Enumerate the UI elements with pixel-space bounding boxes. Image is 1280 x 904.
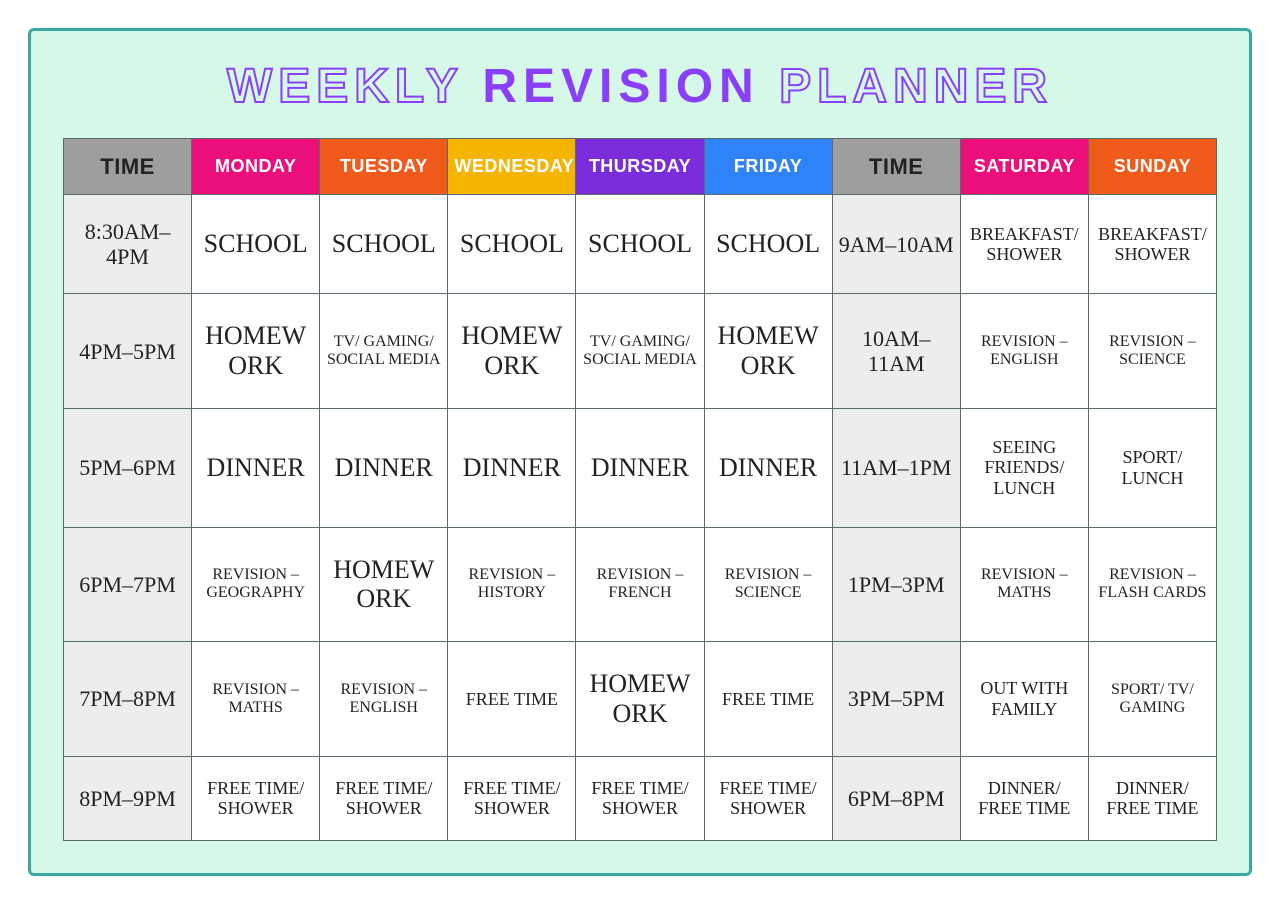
activity-cell: REVISION – ENGLISH: [320, 642, 448, 757]
activity-cell: FREE TIME/ SHOWER: [320, 756, 448, 840]
activity-cell: FREE TIME: [448, 642, 576, 757]
activity-cell: HOMEWORK: [448, 294, 576, 409]
time-cell: 6PM–8PM: [832, 756, 960, 840]
activity-cell: TV/ GAMING/ SOCIAL MEDIA: [320, 294, 448, 409]
table-row: 4PM–5PMHOMEWORKTV/ GAMING/ SOCIAL MEDIAH…: [64, 294, 1217, 409]
table-row: 6PM–7PMREVISION – GEOGRAPHYHOMEWORKREVIS…: [64, 527, 1217, 642]
col-time-b: TIME: [832, 139, 960, 195]
col-monday: MONDAY: [192, 139, 320, 195]
activity-cell: SCHOOL: [448, 195, 576, 294]
activity-cell: REVISION – MATHS: [192, 642, 320, 757]
activity-cell: REVISION – GEOGRAPHY: [192, 527, 320, 642]
activity-cell: REVISION – HISTORY: [448, 527, 576, 642]
activity-cell: DINNER: [704, 409, 832, 528]
time-cell: 11AM–1PM: [832, 409, 960, 528]
col-sunday: SUNDAY: [1088, 139, 1216, 195]
activity-cell: HOMEWORK: [576, 642, 704, 757]
page-title: WEEKLY REVISION PLANNER: [63, 59, 1217, 114]
activity-cell: FREE TIME/ SHOWER: [192, 756, 320, 840]
time-cell: 7PM–8PM: [64, 642, 192, 757]
table-row: 8PM–9PMFREE TIME/ SHOWERFREE TIME/ SHOWE…: [64, 756, 1217, 840]
time-cell: 8:30AM–4PM: [64, 195, 192, 294]
activity-cell: REVISION – FLASH CARDS: [1088, 527, 1216, 642]
planner-frame: WEEKLY REVISION PLANNER TIME MONDAY TUES…: [28, 28, 1252, 876]
header-row: TIME MONDAY TUESDAY WEDNESDAY THURSDAY F…: [64, 139, 1217, 195]
time-cell: 8PM–9PM: [64, 756, 192, 840]
activity-cell: REVISION – FRENCH: [576, 527, 704, 642]
activity-cell: DINNER: [320, 409, 448, 528]
col-thursday: THURSDAY: [576, 139, 704, 195]
activity-cell: FREE TIME/ SHOWER: [704, 756, 832, 840]
activity-cell: REVISION – MATHS: [960, 527, 1088, 642]
time-cell: 6PM–7PM: [64, 527, 192, 642]
planner-table: TIME MONDAY TUESDAY WEDNESDAY THURSDAY F…: [63, 138, 1217, 841]
activity-cell: FREE TIME: [704, 642, 832, 757]
col-tuesday: TUESDAY: [320, 139, 448, 195]
activity-cell: DINNER/ FREE TIME: [960, 756, 1088, 840]
time-cell: 4PM–5PM: [64, 294, 192, 409]
table-row: 5PM–6PMDINNERDINNERDINNERDINNERDINNER11A…: [64, 409, 1217, 528]
activity-cell: SCHOOL: [320, 195, 448, 294]
table-row: 7PM–8PMREVISION – MATHSREVISION – ENGLIS…: [64, 642, 1217, 757]
activity-cell: REVISION – SCIENCE: [1088, 294, 1216, 409]
col-saturday: SATURDAY: [960, 139, 1088, 195]
activity-cell: SPORT/ TV/ GAMING: [1088, 642, 1216, 757]
activity-cell: REVISION – SCIENCE: [704, 527, 832, 642]
activity-cell: TV/ GAMING/ SOCIAL MEDIA: [576, 294, 704, 409]
activity-cell: OUT WITH FAMILY: [960, 642, 1088, 757]
activity-cell: DINNER: [448, 409, 576, 528]
col-friday: FRIDAY: [704, 139, 832, 195]
time-cell: 3PM–5PM: [832, 642, 960, 757]
time-cell: 9AM–10AM: [832, 195, 960, 294]
activity-cell: DINNER: [576, 409, 704, 528]
planner-body: 8:30AM–4PMSCHOOLSCHOOLSCHOOLSCHOOLSCHOOL…: [64, 195, 1217, 841]
activity-cell: HOMEWORK: [192, 294, 320, 409]
activity-cell: BREAKFAST/ SHOWER: [1088, 195, 1216, 294]
activity-cell: REVISION – ENGLISH: [960, 294, 1088, 409]
time-cell: 10AM–11AM: [832, 294, 960, 409]
activity-cell: FREE TIME/ SHOWER: [576, 756, 704, 840]
activity-cell: HOMEWORK: [320, 527, 448, 642]
time-cell: 5PM–6PM: [64, 409, 192, 528]
col-time-a: TIME: [64, 139, 192, 195]
activity-cell: SCHOOL: [576, 195, 704, 294]
table-row: 8:30AM–4PMSCHOOLSCHOOLSCHOOLSCHOOLSCHOOL…: [64, 195, 1217, 294]
time-cell: 1PM–3PM: [832, 527, 960, 642]
activity-cell: SPORT/ LUNCH: [1088, 409, 1216, 528]
activity-cell: FREE TIME/ SHOWER: [448, 756, 576, 840]
col-wednesday: WEDNESDAY: [448, 139, 576, 195]
activity-cell: SEEING FRIENDS/ LUNCH: [960, 409, 1088, 528]
activity-cell: DINNER/ FREE TIME: [1088, 756, 1216, 840]
activity-cell: SCHOOL: [704, 195, 832, 294]
title-word-revision: REVISION: [482, 60, 759, 113]
activity-cell: DINNER: [192, 409, 320, 528]
activity-cell: HOMEWORK: [704, 294, 832, 409]
activity-cell: BREAKFAST/ SHOWER: [960, 195, 1088, 294]
activity-cell: SCHOOL: [192, 195, 320, 294]
title-word-planner: PLANNER: [779, 60, 1053, 113]
title-word-weekly: WEEKLY: [227, 60, 463, 113]
